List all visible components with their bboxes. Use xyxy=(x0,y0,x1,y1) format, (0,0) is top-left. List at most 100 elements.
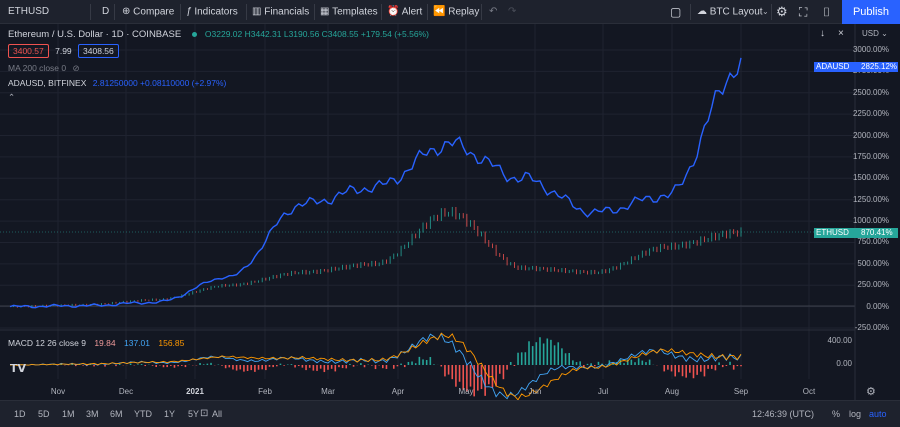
macd-histogram-value: 19.84 xyxy=(94,338,116,348)
clock-readout[interactable]: 12:46:39 (UTC) xyxy=(752,409,815,419)
toolbar-divider xyxy=(180,4,181,20)
macd-tick-0: 0.00 xyxy=(836,359,852,368)
macd-line-value: 137.01 xyxy=(123,338,150,348)
range-button-3m[interactable]: 3M xyxy=(86,409,99,419)
fx-icon: ƒ xyxy=(186,6,192,17)
collapse-legend-icon[interactable]: ⌃ xyxy=(8,92,16,102)
legend-ohlc: O3229.02 H3442.31 L3190.56 C3408.55 +179… xyxy=(204,29,429,39)
eye-hidden-icon[interactable]: ⊘ xyxy=(72,63,80,73)
spread-value: 7.99 xyxy=(55,46,72,56)
symbol-search-button[interactable]: ETHUSD xyxy=(8,6,50,17)
auto-toggle[interactable]: auto xyxy=(869,409,887,419)
price-tick-label: 2250.00% xyxy=(852,109,889,119)
time-tick-label: Mar xyxy=(321,387,335,396)
compare-button[interactable]: ⊕ Compare xyxy=(122,0,174,24)
range-button-1m[interactable]: 1M xyxy=(62,409,75,419)
price-tick-label: 3000.00% xyxy=(852,45,889,54)
layout-button[interactable]: ☁ BTC Layout xyxy=(697,0,763,24)
rewind-icon: ⏪ xyxy=(433,6,446,17)
alert-button[interactable]: ⏰ Alert xyxy=(387,0,422,24)
date-range-icon[interactable]: ⊡ xyxy=(200,408,209,419)
fullscreen-icon[interactable]: ▢ xyxy=(670,5,682,19)
tradingview-logo-icon[interactable]: 𝗧𝗩 xyxy=(10,363,27,375)
interval-button[interactable]: D xyxy=(102,6,110,17)
plus-circle-icon: ⊕ xyxy=(122,6,131,17)
time-tick-label: Sep xyxy=(733,387,749,396)
layout-chevron-down-icon[interactable]: ⌄ xyxy=(762,7,769,16)
financials-label: Financials xyxy=(264,6,310,18)
chart-pane[interactable]: Ethereum / U.S. Dollar · 1D · COINBASE O… xyxy=(0,24,900,400)
macd-signal-value: 156.85 xyxy=(158,338,185,348)
undo-icon[interactable]: ↶ xyxy=(489,6,498,17)
currency-unit[interactable]: USD ⌄ xyxy=(862,29,888,38)
range-button-5y[interactable]: 5Y xyxy=(188,409,200,419)
price-tick-label: 250.00% xyxy=(857,280,889,290)
price-tick-label: 1000.00% xyxy=(852,216,889,226)
financials-button[interactable]: ▥ Financials xyxy=(252,0,309,24)
legend-title: Ethereum / U.S. Dollar · 1D · COINBASE xyxy=(8,29,182,40)
bid-ask-legend: 3400.57 7.99 3408.56 xyxy=(8,44,123,58)
toolbar-divider xyxy=(427,4,428,20)
layout-label: BTC Layout xyxy=(709,6,763,18)
fullscreen-icon[interactable]: ⛶ xyxy=(799,5,808,19)
publish-button[interactable]: Publish xyxy=(842,0,900,24)
camera-icon[interactable]: ⌷ xyxy=(823,5,831,19)
time-tick-label: Feb xyxy=(258,387,272,396)
symbol-legend[interactable]: Ethereum / U.S. Dollar · 1D · COINBASE O… xyxy=(8,29,429,40)
toolbar-divider xyxy=(381,4,382,20)
ada-value-tag: 2825.12% xyxy=(859,62,898,72)
compare-values: 2.81250000 +0.08110000 (+2.97%) xyxy=(92,78,227,88)
bid-price[interactable]: 3400.57 xyxy=(8,44,49,58)
price-tick-label: -250.00% xyxy=(854,323,889,332)
eth-price-tag: ETHUSD xyxy=(814,228,859,238)
range-button-ytd[interactable]: YTD xyxy=(134,409,152,419)
time-tick-label: Oct xyxy=(802,387,816,396)
redo-icon[interactable]: ↷ xyxy=(508,6,517,17)
time-tick-label: Jun xyxy=(528,387,542,396)
indicators-button[interactable]: ƒ Indicators xyxy=(186,0,238,24)
toolbar-divider xyxy=(481,4,482,20)
eth-tag-value: 870.41% xyxy=(861,228,893,237)
range-button-1y[interactable]: 1Y xyxy=(164,409,176,419)
currency-label: USD xyxy=(862,29,879,38)
eth-value-tag: 870.41% xyxy=(859,228,898,238)
percent-toggle[interactable]: % xyxy=(832,409,841,419)
range-button-all[interactable]: All xyxy=(212,409,223,419)
price-tick-label: 2000.00% xyxy=(852,130,889,140)
bottom-toolbar: 1D 5D 1M 3M 6M YTD 1Y 5Y All ⊡ 12:46:39 (UTC) % … xyxy=(0,400,900,427)
ada-tag-symbol: ADAUSD xyxy=(816,62,850,71)
price-tick-label: 1500.00% xyxy=(852,173,889,183)
templates-button[interactable]: ▦ Templates xyxy=(320,0,378,24)
macd-indicator xyxy=(9,332,742,400)
time-tick-label: Apr xyxy=(391,387,405,396)
macd-legend[interactable]: MACD 12 26 close 9 19.84 137.01 156.85 xyxy=(8,338,184,348)
ma-legend[interactable]: MA 200 close 0 ⊘ xyxy=(8,63,80,74)
macd-label: MACD 12 26 close 9 xyxy=(8,338,86,348)
grid-icon: ▦ xyxy=(320,6,330,17)
time-tick-label: Jul xyxy=(597,387,609,396)
chart-canvas[interactable] xyxy=(0,24,900,400)
time-tick-label: Nov xyxy=(50,387,66,396)
compare-legend[interactable]: ADAUSD, BITFINEX 2.81250000 +0.08110000 … xyxy=(8,78,226,88)
ask-price[interactable]: 3408.56 xyxy=(78,44,119,58)
cloud-icon: ☁ xyxy=(697,6,707,17)
log-toggle[interactable]: log xyxy=(849,409,862,419)
toolbar-divider xyxy=(90,4,91,20)
gear-icon[interactable]: ⚙ xyxy=(866,386,876,398)
price-tick-label: 0.00% xyxy=(866,301,889,311)
toolbar-divider xyxy=(690,4,691,20)
range-button-5d[interactable]: 5D xyxy=(38,409,50,419)
range-button-6m[interactable]: 6M xyxy=(110,409,123,419)
price-tick-label: 500.00% xyxy=(857,258,889,268)
toolbar-divider xyxy=(771,4,772,20)
price-tick-label: 1250.00% xyxy=(852,194,889,204)
download-icon[interactable]: ↓ xyxy=(820,28,825,39)
price-tick-label: 2500.00% xyxy=(852,87,889,97)
macd-tick-400: 400.00 xyxy=(827,336,852,345)
replay-button[interactable]: ⏪ Replay xyxy=(433,0,479,24)
range-button-1d[interactable]: 1D xyxy=(14,409,26,419)
gear-icon[interactable]: ⚙ xyxy=(776,4,788,19)
toolbar-divider xyxy=(314,4,315,20)
close-icon[interactable]: × xyxy=(838,28,844,39)
